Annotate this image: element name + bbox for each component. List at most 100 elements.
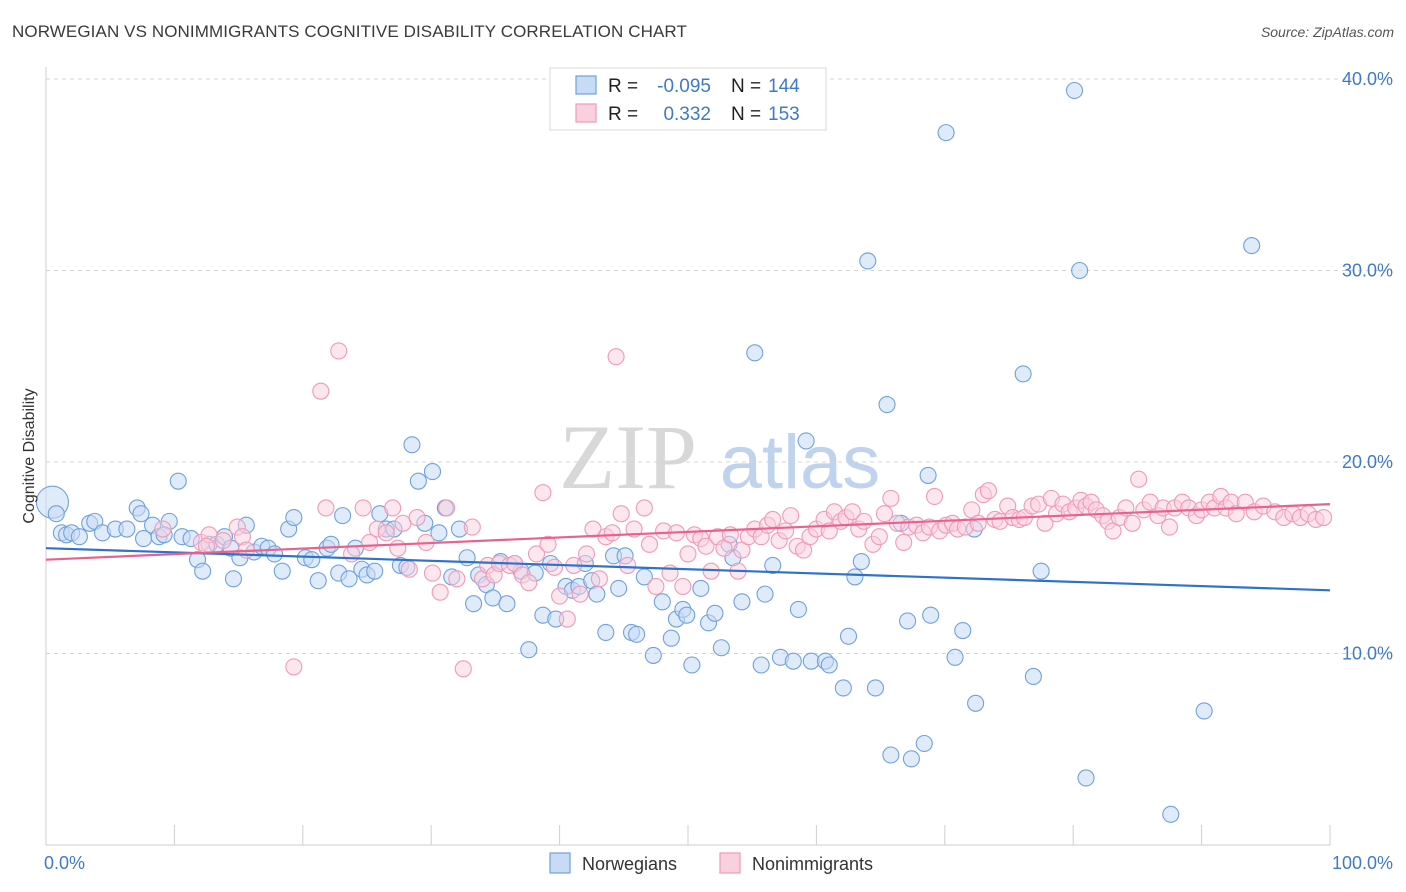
nonimmigrants-point (679, 545, 697, 563)
legend-r-value-1: -0.095 (657, 76, 711, 97)
nonimmigrants-point (1123, 514, 1141, 532)
nonimmigrants-point (448, 570, 466, 588)
norwegians-point (712, 639, 730, 657)
source-label: Source: ZipAtlas.com (1260, 24, 1394, 40)
norwegians-point (409, 472, 427, 490)
legend-n-label-1: N = (731, 76, 761, 97)
nonimmigrants-point (635, 499, 653, 517)
legend-n-value-1: 144 (768, 76, 800, 97)
norwegians-point (678, 606, 696, 624)
norwegians-point (866, 679, 885, 697)
y-axis-title: Cognitive Disability (21, 388, 38, 523)
norwegians-point (784, 652, 802, 670)
norwegians-point (859, 252, 877, 270)
norwegians-point (340, 570, 358, 588)
nonimmigrants-point (154, 520, 172, 538)
norwegians-point (922, 606, 940, 624)
norwegians-point (169, 472, 187, 490)
norwegians-point (309, 572, 327, 590)
nonimmigrants-point (377, 524, 395, 542)
norwegians-point (132, 505, 150, 523)
norwegians-point (70, 528, 88, 546)
y-tick-label: 30.0% (1342, 261, 1393, 281)
nonimmigrants-point (214, 531, 232, 550)
nonimmigrants-point (527, 545, 546, 563)
norwegians-point (915, 734, 933, 753)
norwegians-point (403, 436, 421, 454)
nonimmigrants-point (612, 505, 630, 523)
nonimmigrants-point (389, 539, 407, 557)
norwegians-point (273, 562, 291, 580)
axes: 10.0% 20.0% 30.0% 40.0% 0.0% 100.0% (44, 67, 1393, 873)
norwegians-point (846, 568, 864, 586)
nonimmigrants-point (590, 570, 608, 588)
norwegians-point (789, 600, 807, 619)
nonimmigrants-point (979, 482, 998, 500)
norwegians-point (733, 593, 751, 611)
norwegians-point (118, 520, 136, 538)
nonimmigrants-point (558, 610, 576, 628)
legend-n-value-2: 153 (768, 104, 800, 125)
norwegians-point (498, 595, 516, 613)
watermark-zip: ZIP (559, 406, 697, 508)
legend-series: Norwegians Nonimmigrants (549, 852, 873, 874)
norwegians-point (285, 508, 303, 527)
norwegians-point (224, 570, 243, 588)
norwegians-point (954, 621, 972, 640)
norwegians-point (834, 679, 852, 697)
norwegians-trend-line (45, 547, 1331, 592)
norwegians-point (322, 535, 340, 553)
norwegians-point (764, 556, 782, 574)
norwegians-point (520, 641, 538, 659)
norwegians-point (967, 694, 985, 712)
nonimmigrants-point (1130, 470, 1148, 488)
norwegians-point (366, 562, 384, 580)
nonimmigrants-point (520, 574, 538, 592)
norwegians-point (919, 466, 937, 484)
nonimmigrants-point (571, 585, 589, 603)
norwegians-point (644, 646, 662, 664)
norwegians-point (902, 750, 920, 768)
norwegians-point (797, 432, 815, 450)
norwegians-point (194, 562, 212, 580)
legend-bottom-swatch-nonimmigrants (719, 852, 741, 874)
nonimmigrants-point (870, 528, 888, 546)
nonimmigrants-point (895, 533, 913, 551)
nonimmigrants-point (619, 556, 637, 574)
nonimmigrants-point (423, 564, 442, 582)
norwegians-point (878, 395, 896, 414)
norwegians-point (1077, 769, 1095, 787)
norwegians-point (1071, 261, 1089, 280)
nonimmigrants-point (454, 660, 472, 678)
nonimmigrants-point (1227, 505, 1245, 523)
y-tick-label: 40.0% (1342, 69, 1393, 89)
norwegians-point (423, 463, 442, 481)
norwegians-point (303, 551, 321, 569)
nonimmigrants-point (969, 514, 987, 532)
x-tick-label: 100.0% (1332, 853, 1393, 873)
norwegians-point (756, 585, 774, 603)
norwegians-point (1014, 365, 1032, 383)
nonimmigrants-point (463, 518, 481, 536)
nonimmigrants-point (855, 512, 873, 530)
nonimmigrants-points (154, 342, 1333, 678)
legend-swatch-norwegians (575, 75, 597, 95)
norwegians-point (1032, 562, 1050, 580)
nonimmigrants-point (764, 510, 782, 529)
nonimmigrants-point (603, 524, 621, 542)
norwegians-point (937, 124, 955, 142)
norwegians-point (746, 344, 764, 362)
nonimmigrants-point (438, 499, 456, 517)
norwegians-point (1243, 237, 1261, 255)
legend-r-label-2: R = (608, 104, 638, 125)
norwegians-point (683, 656, 701, 674)
norwegians-point (266, 545, 284, 563)
nonimmigrants-point (539, 535, 557, 553)
nonimmigrants-point (875, 505, 894, 523)
y-tick-label: 10.0% (1342, 644, 1393, 664)
legend-r-value-2: 0.332 (663, 104, 711, 125)
nonimmigrants-point (1036, 514, 1054, 532)
chart-title: NORWEGIAN VS NONIMMIGRANTS COGNITIVE DIS… (12, 22, 687, 41)
nonimmigrants-point (843, 503, 861, 521)
